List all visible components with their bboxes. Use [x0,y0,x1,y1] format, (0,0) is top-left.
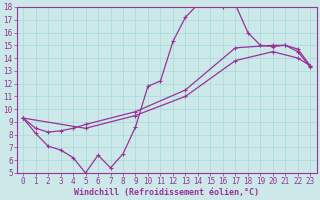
X-axis label: Windchill (Refroidissement éolien,°C): Windchill (Refroidissement éolien,°C) [74,188,259,197]
